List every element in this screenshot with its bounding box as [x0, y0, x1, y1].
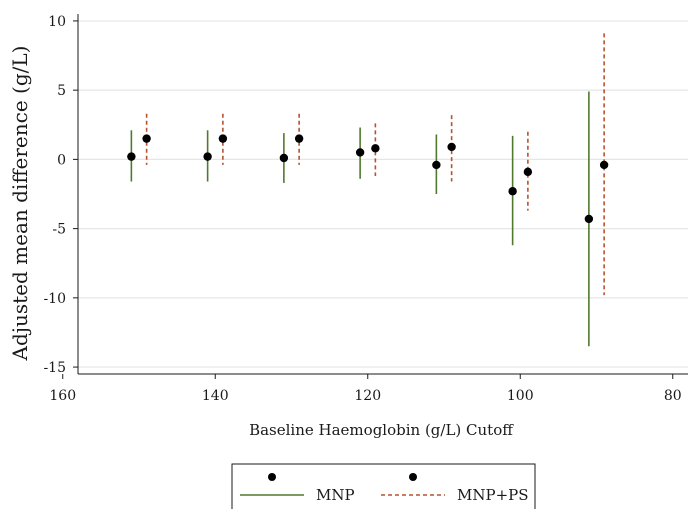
x-tick-label: 80	[664, 388, 682, 404]
point-estimate-mnp	[432, 160, 441, 170]
point-estimate-mnp-ps	[371, 144, 380, 153]
x-tick-label: 100	[507, 388, 534, 404]
x-ticks: 160 140 120 100 80	[49, 374, 682, 404]
legend-label-mnp: MNP	[316, 486, 355, 504]
point-estimate-mnp	[584, 214, 594, 224]
point-estimate-mnp-ps	[294, 134, 304, 143]
point-estimate-mnp-ps	[142, 134, 151, 143]
legend-box	[231, 463, 536, 509]
x-tick-label: 140	[202, 388, 229, 404]
x-tick-label: 160	[49, 388, 76, 404]
x-axis-title: Baseline Haemoglobin (g/L) Cutoff	[249, 421, 514, 439]
y-tick-label: 10	[48, 14, 66, 30]
series-marks	[127, 33, 609, 347]
point-estimate-mnp	[508, 187, 517, 196]
point-estimate-mnp	[355, 148, 365, 157]
y-gridlines	[78, 20, 688, 368]
legend: MNP MNP+PS	[231, 463, 536, 509]
point-estimate-mnp	[127, 152, 136, 161]
y-tick-label: -15	[43, 360, 66, 376]
point-estimate-mnp-ps	[447, 142, 456, 152]
axes	[77, 14, 688, 375]
point-estimate-mnp-ps	[599, 160, 609, 170]
legend-label-mnp-ps: MNP+PS	[457, 486, 529, 504]
legend-marker-mnp	[268, 473, 276, 481]
y-ticks: 10 5 0 -5 -10 -15	[43, 14, 78, 376]
point-estimate-mnp-ps	[523, 167, 533, 177]
legend-marker-mnp-ps	[409, 473, 417, 481]
point-estimate-mnp	[279, 153, 289, 163]
y-tick-label: 5	[57, 83, 66, 99]
y-axis-title: Adjusted mean difference (g/L)	[8, 46, 32, 362]
y-tick-label: 0	[57, 152, 66, 168]
y-tick-label: -5	[52, 222, 66, 238]
y-tick-label: -10	[43, 291, 66, 307]
x-tick-label: 120	[354, 388, 381, 404]
point-estimate-mnp	[203, 152, 212, 161]
point-estimate-mnp-ps	[218, 134, 228, 143]
